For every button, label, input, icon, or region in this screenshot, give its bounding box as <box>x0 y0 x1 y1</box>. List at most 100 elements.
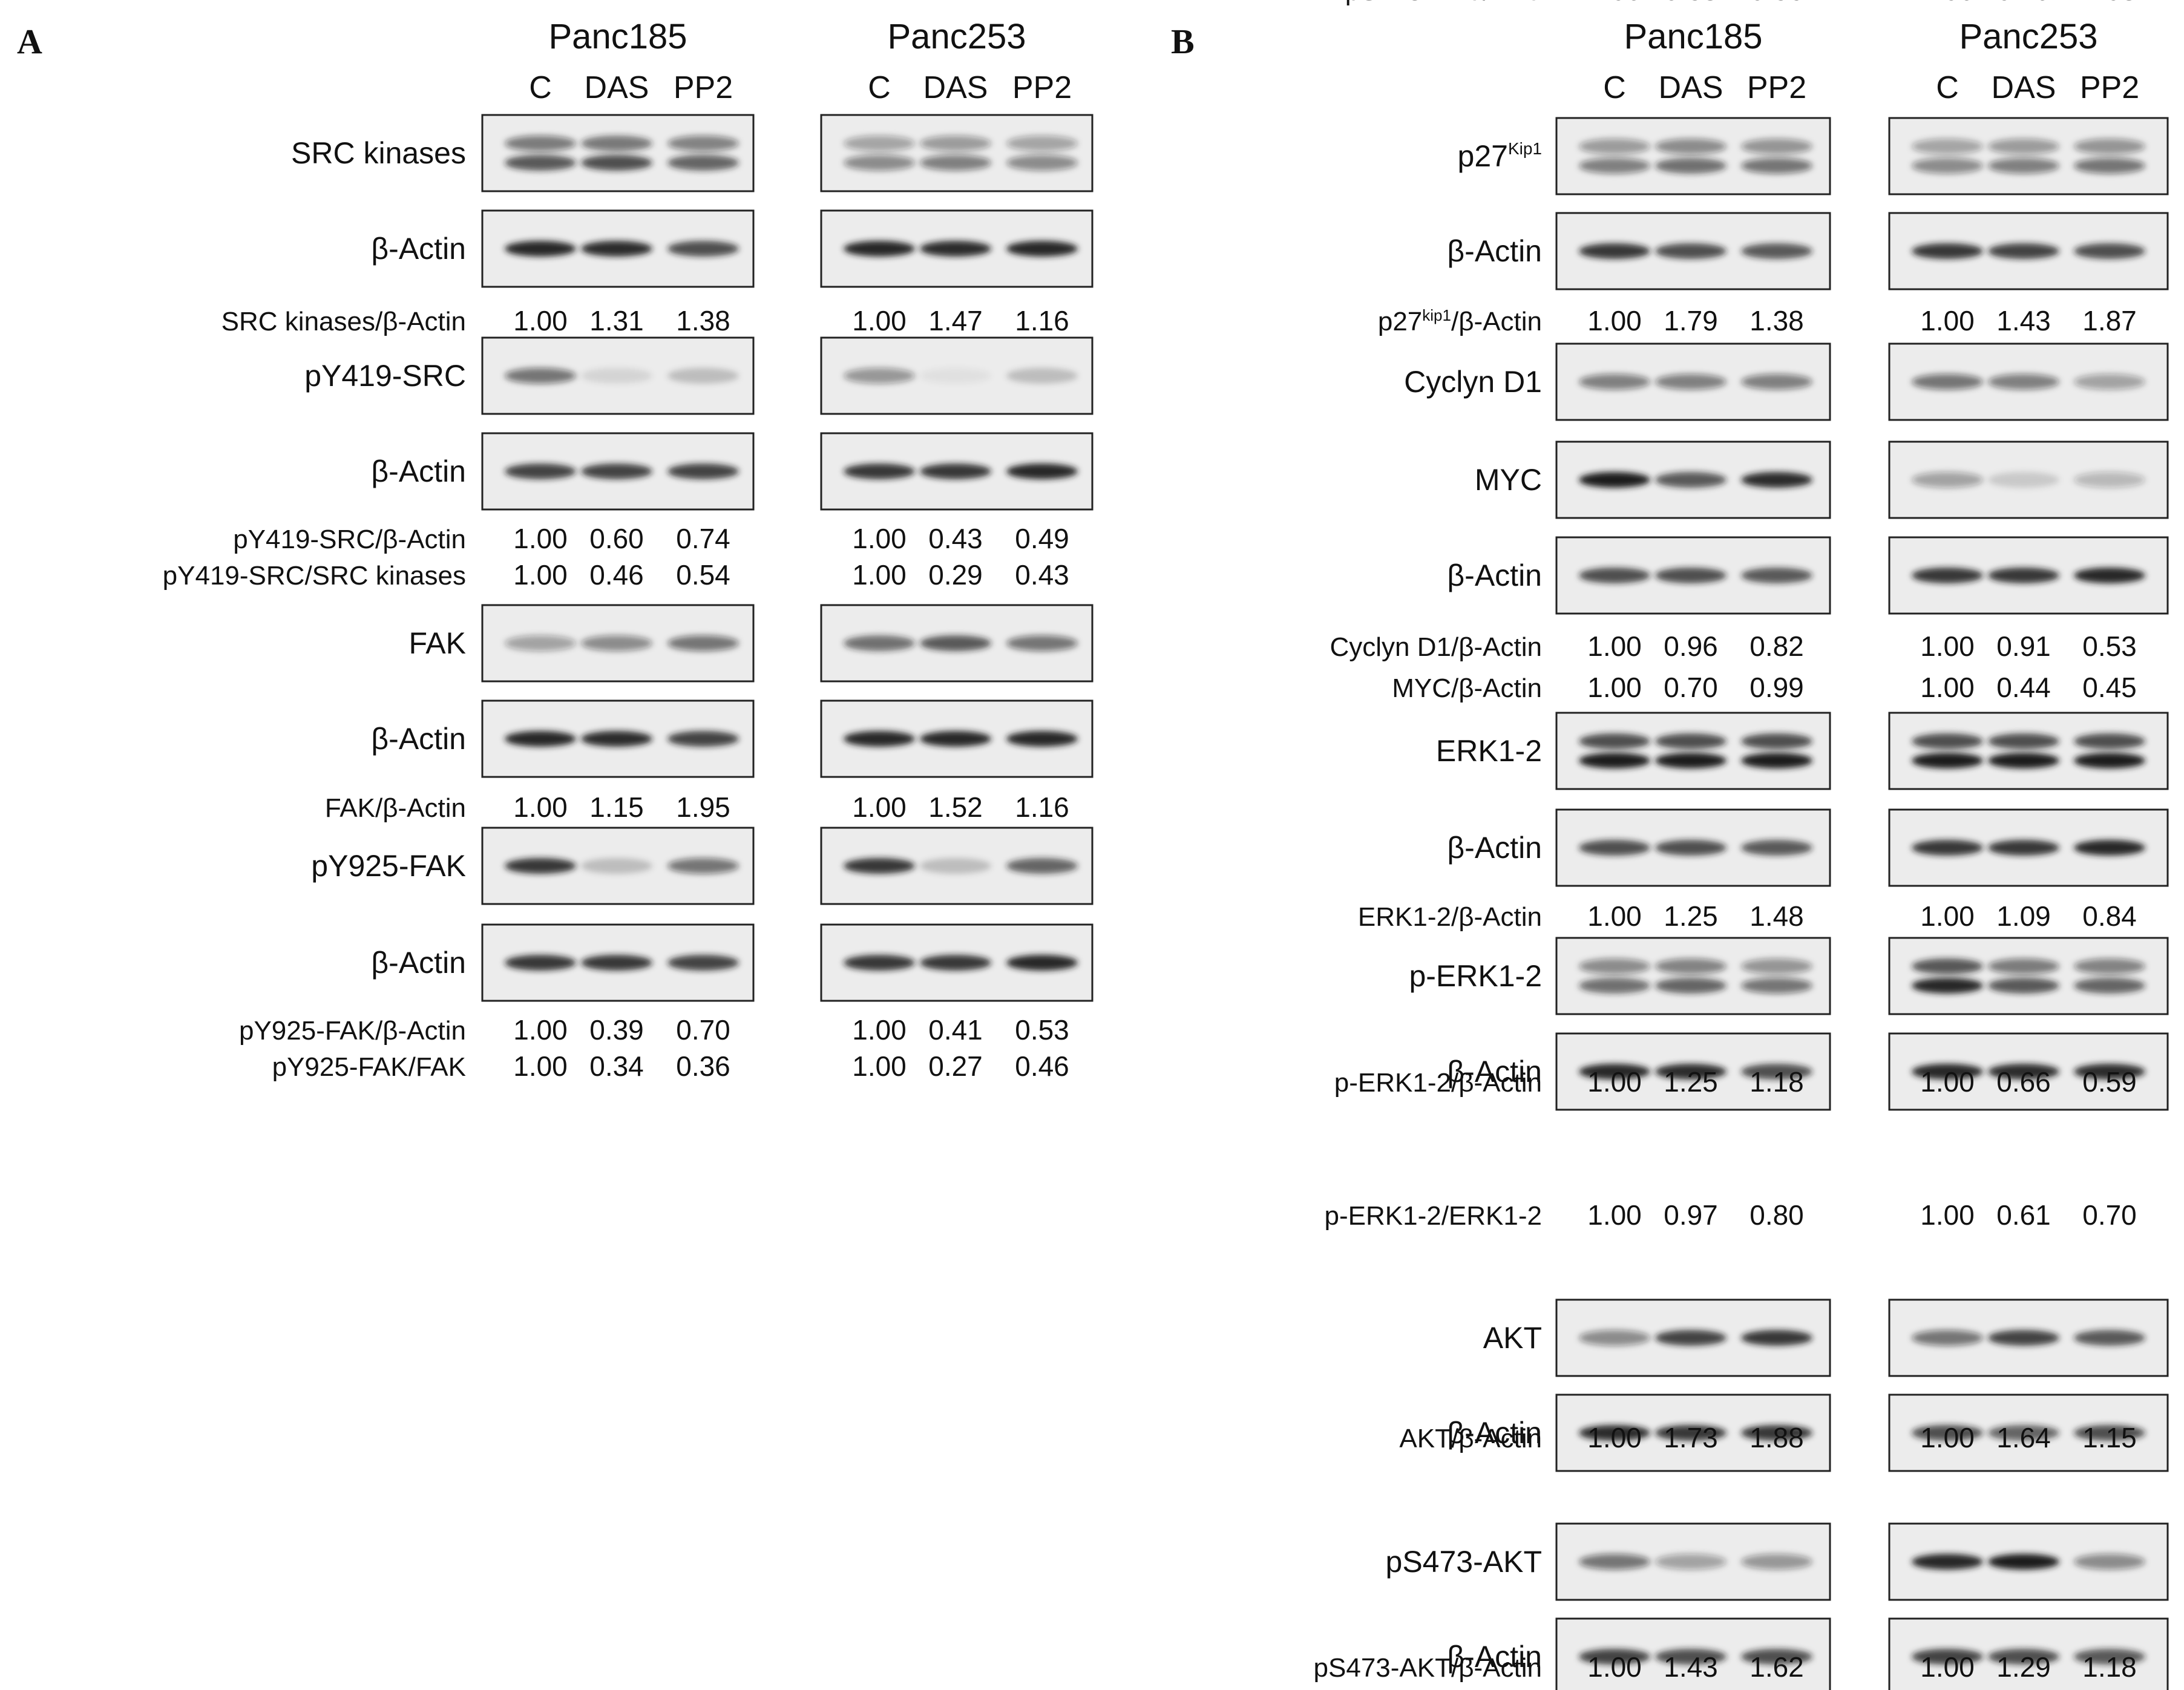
quant-value: 0.61 <box>1996 1199 2051 1231</box>
quant-label: Cyclyn D1/β-Actin <box>1330 632 1543 662</box>
protein-band <box>1741 374 1812 390</box>
protein-band <box>1741 158 1812 174</box>
protein-band <box>1988 753 2059 768</box>
quant-value: 1.00 <box>1920 672 1975 703</box>
quant-value: 1.16 <box>1015 305 1069 336</box>
protein-band <box>1912 840 1983 856</box>
protein-band <box>1579 1064 1650 1079</box>
protein-band <box>1988 1649 2059 1665</box>
protein-band <box>667 368 739 384</box>
quant-value: 0.53 <box>1015 1014 1069 1046</box>
quant-value: 1.00 <box>513 305 568 336</box>
quant-value: 1.00 <box>513 523 568 554</box>
quant-value: 1.00 <box>1920 900 1975 932</box>
protein-band <box>505 463 576 479</box>
protein-band <box>844 858 915 874</box>
quant-value: 1.79 <box>1664 305 1718 336</box>
blot-label: pY925-FAK <box>311 849 466 883</box>
protein-band <box>1912 374 1983 390</box>
protein-band <box>2074 472 2145 488</box>
cell-line-title: Panc185 <box>549 17 687 56</box>
protein-band <box>1741 472 1812 488</box>
panel-a: A Panc185 C DAS PP2 Panc253 C DAS PP2 SRC kinases… <box>17 17 1094 1082</box>
quant-value: 0.96 <box>1664 630 1718 662</box>
protein-band <box>1655 1064 1727 1079</box>
quant-value: 0.43 <box>928 523 983 554</box>
protein-band <box>667 955 739 971</box>
protein-band <box>581 136 652 151</box>
protein-band <box>1006 136 1078 151</box>
blot-label: AKT <box>1483 1321 1542 1355</box>
quant-label: pY925-FAK/FAK <box>272 1052 466 1082</box>
cell-line-title: Panc253 <box>888 17 1026 56</box>
quant-value: 1.52 <box>928 791 983 823</box>
lane-label: PP2 <box>1012 70 1072 105</box>
quant-value: 0.27 <box>928 1050 983 1082</box>
quant-value: 0.49 <box>1015 523 1069 554</box>
protein-band <box>1741 568 1812 583</box>
quant-value: 1.03 <box>2082 0 2137 6</box>
quant-value: 0.43 <box>1015 559 1069 591</box>
protein-band <box>1006 463 1078 479</box>
quant-label: p-ERK1-2/ERK1-2 <box>1325 1201 1542 1231</box>
blot-membrane <box>481 114 755 192</box>
quant-value: 1.00 <box>513 559 568 591</box>
quant-label: pY925-FAK/β-Actin <box>239 1016 466 1046</box>
blot-label: Cyclyn D1 <box>1404 365 1542 399</box>
quant-value: 1.00 <box>1587 900 1642 932</box>
protein-band <box>1655 472 1727 488</box>
protein-band <box>844 136 915 151</box>
quant-label: MYC/β-Actin <box>1392 673 1542 703</box>
quant-value: 0.44 <box>1996 672 2051 703</box>
protein-band <box>581 155 652 171</box>
lane-label: PP2 <box>674 70 733 105</box>
protein-band <box>844 155 915 171</box>
protein-band <box>505 136 576 151</box>
quant-value: 1.64 <box>1996 1422 2051 1453</box>
protein-band <box>1912 472 1983 488</box>
quant-label: FAK/β-Actin <box>325 793 466 823</box>
lane-label: DAS <box>1992 70 2056 105</box>
lane-label: DAS <box>585 70 649 105</box>
blot-membrane <box>1555 712 1831 790</box>
protein-band <box>920 955 991 971</box>
protein-band <box>1655 1649 1727 1665</box>
quant-value: 1.18 <box>2082 1651 2137 1683</box>
protein-band <box>1912 139 1983 154</box>
lane-label: C <box>1603 70 1626 105</box>
protein-band <box>1655 840 1727 856</box>
protein-band <box>1741 978 1812 994</box>
protein-band <box>1006 241 1078 257</box>
protein-band <box>1988 1554 2059 1570</box>
protein-band <box>1741 1425 1812 1441</box>
quant-value: 1.48 <box>1749 900 1804 932</box>
protein-band <box>1579 840 1650 856</box>
quant-value: 0.80 <box>1749 1199 1804 1231</box>
protein-band <box>2074 158 2145 174</box>
protein-band <box>920 635 991 651</box>
protein-band <box>2074 978 2145 994</box>
blot-membrane <box>1888 937 2169 1015</box>
protein-band <box>1912 1649 1983 1665</box>
protein-band <box>505 155 576 171</box>
quant-value: 0.99 <box>1749 672 1804 703</box>
protein-band <box>1006 635 1078 651</box>
quant-value: 1.00 <box>1587 1066 1642 1098</box>
quant-value: 0.97 <box>1664 1199 1718 1231</box>
protein-band <box>2074 1649 2145 1665</box>
quant-value: 0.45 <box>2082 672 2137 703</box>
quant-value: 1.00 <box>852 559 907 591</box>
protein-band <box>505 241 576 257</box>
protein-band <box>1579 568 1650 583</box>
protein-band <box>1741 753 1812 768</box>
quant-value: 0.34 <box>589 1050 644 1082</box>
protein-band <box>920 368 991 384</box>
blot-label: β-Actin <box>1447 831 1542 865</box>
blot-membrane <box>820 114 1094 192</box>
protein-band <box>1912 733 1983 749</box>
quant-value: 1.00 <box>1587 305 1642 336</box>
protein-band <box>581 731 652 747</box>
blot-membrane <box>1888 712 2169 790</box>
quant-value: 1.00 <box>1587 0 1642 6</box>
